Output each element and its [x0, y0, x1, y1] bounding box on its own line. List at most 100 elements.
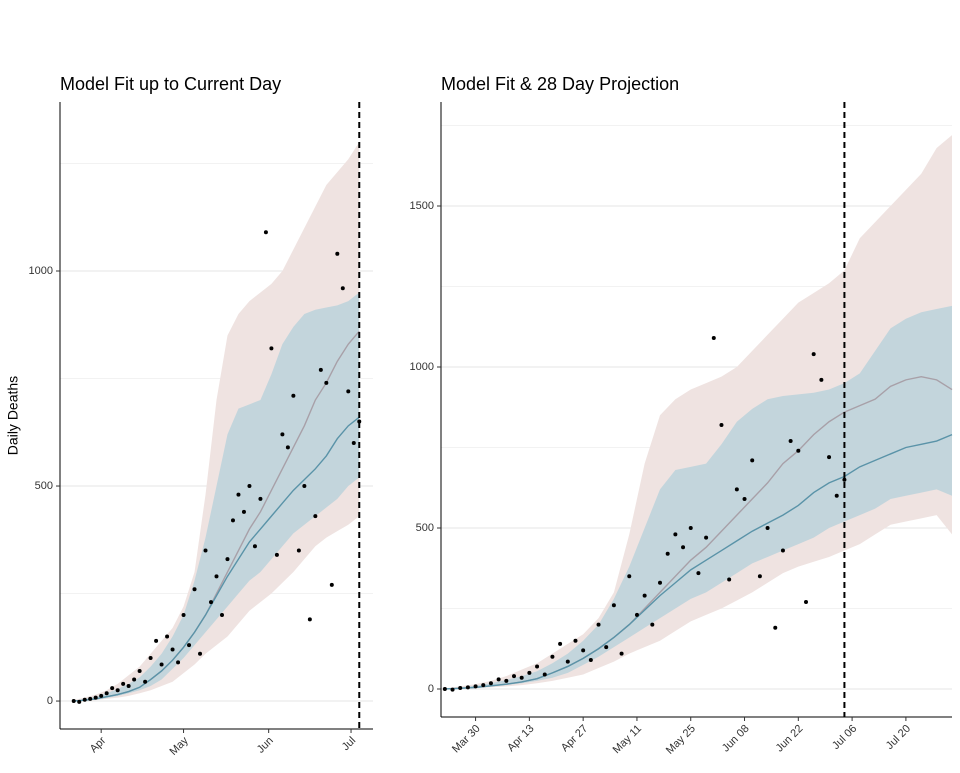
- point: [252, 544, 257, 549]
- point: [796, 448, 801, 453]
- point: [324, 380, 329, 385]
- point: [269, 346, 274, 351]
- point: [132, 677, 137, 682]
- point: [198, 651, 203, 656]
- point: [450, 687, 455, 692]
- point: [88, 696, 93, 701]
- x-tick-label: Jun 22: [774, 723, 806, 755]
- y-axis-label: Daily Deaths: [5, 376, 21, 455]
- point: [263, 230, 268, 235]
- y-tick-label: 1500: [410, 200, 434, 212]
- point: [214, 574, 219, 579]
- point: [811, 352, 816, 357]
- point: [159, 662, 164, 667]
- point: [82, 697, 87, 702]
- point: [573, 638, 578, 643]
- point: [727, 577, 732, 582]
- point: [302, 484, 307, 489]
- point: [658, 580, 662, 585]
- y-tick-label: 0: [47, 695, 53, 707]
- point: [719, 422, 724, 427]
- ribbon: [444, 135, 952, 689]
- point: [765, 525, 770, 530]
- point: [285, 445, 290, 450]
- point: [681, 545, 686, 550]
- chart-title: Model Fit & 28 Day Projection: [441, 74, 679, 94]
- point: [219, 613, 224, 618]
- point: [788, 439, 793, 444]
- panel: Model Fit & 28 Day Projection 0 500 1000 150…: [410, 74, 953, 757]
- point: [588, 658, 593, 663]
- point: [236, 492, 241, 497]
- point: [170, 647, 175, 652]
- panel: Model Fit up to Current Day Daily Deaths 0…: [5, 74, 373, 758]
- point: [209, 600, 214, 605]
- point: [274, 552, 279, 557]
- point: [757, 574, 762, 579]
- point: [203, 548, 208, 553]
- point: [673, 532, 678, 537]
- x-tick-label: May 11: [611, 723, 644, 756]
- point: [488, 681, 493, 686]
- line: [444, 433, 953, 690]
- point: [258, 496, 263, 501]
- point: [77, 699, 82, 704]
- y-tick-label: 500: [416, 522, 434, 534]
- point: [280, 432, 285, 437]
- point: [780, 548, 785, 553]
- point: [137, 668, 142, 673]
- point: [834, 493, 839, 498]
- point: [296, 548, 301, 553]
- point: [627, 574, 632, 579]
- point: [773, 625, 778, 630]
- point: [121, 681, 126, 686]
- point: [247, 484, 252, 489]
- y-tick-label: 1000: [29, 265, 53, 277]
- point: [176, 660, 181, 665]
- point: [473, 684, 478, 689]
- point: [634, 612, 639, 617]
- point: [535, 664, 540, 669]
- point: [143, 679, 148, 684]
- point: [104, 691, 109, 696]
- point: [225, 557, 230, 562]
- point: [313, 514, 318, 519]
- point: [619, 651, 624, 656]
- y-tick-label: 0: [428, 683, 434, 695]
- point: [604, 645, 609, 650]
- point: [804, 600, 808, 605]
- point: [154, 638, 159, 643]
- point: [110, 686, 115, 691]
- point: [187, 643, 192, 648]
- y-tick-label: 1000: [410, 361, 434, 373]
- point: [750, 458, 755, 463]
- point: [241, 509, 246, 514]
- point: [71, 699, 76, 704]
- point: [512, 674, 516, 679]
- point: [346, 389, 351, 394]
- point: [611, 603, 616, 608]
- point: [734, 487, 739, 492]
- point: [704, 535, 709, 540]
- point: [340, 286, 345, 291]
- point: [565, 659, 570, 664]
- point: [181, 613, 186, 618]
- point: [527, 670, 532, 675]
- point: [351, 441, 356, 446]
- point: [307, 617, 312, 622]
- point: [165, 634, 170, 639]
- point: [230, 518, 235, 523]
- point: [696, 571, 701, 576]
- y-tick-label: 500: [35, 480, 53, 492]
- point: [742, 497, 747, 502]
- point: [148, 656, 153, 661]
- point: [442, 686, 447, 691]
- point: [115, 688, 120, 693]
- point: [550, 654, 555, 659]
- point: [126, 683, 131, 688]
- point: [496, 677, 501, 682]
- point: [542, 672, 547, 677]
- point: [291, 393, 296, 398]
- point: [192, 587, 197, 592]
